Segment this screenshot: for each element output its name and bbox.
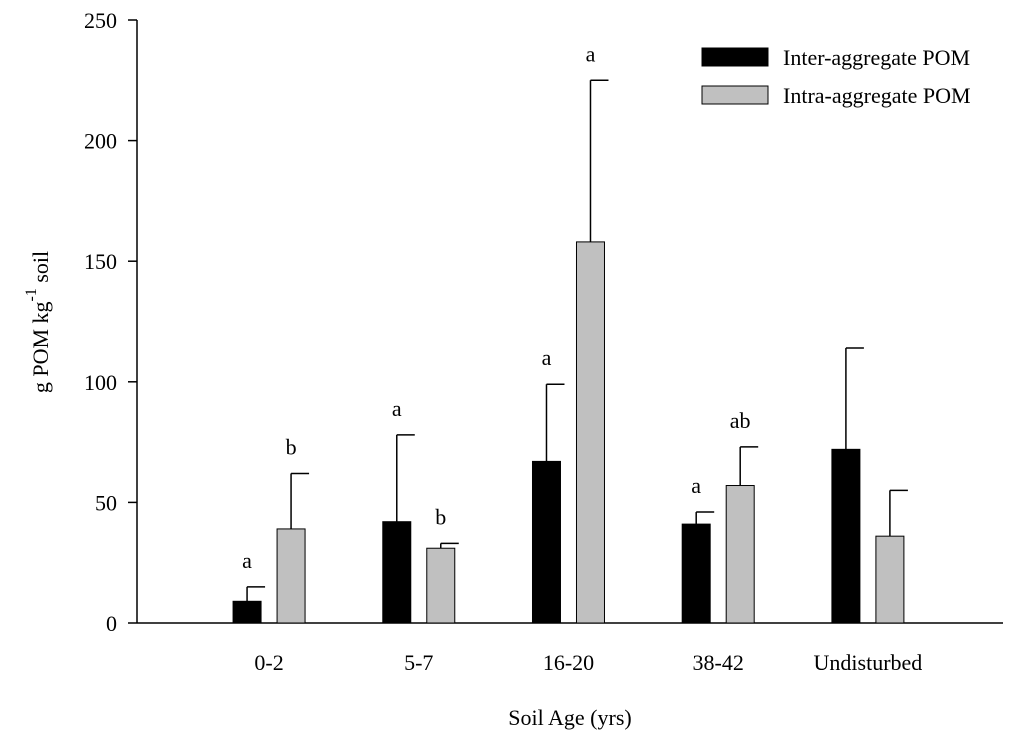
y-ticks: 0 50 100 150 200 250 <box>84 8 137 636</box>
legend-label-intra: Intra-aggregate POM <box>783 83 971 108</box>
y-tick-label: 0 <box>106 611 117 636</box>
bar-inter <box>382 521 412 624</box>
significance-letter: b <box>435 504 446 529</box>
y-axis-title-tail: soil <box>28 251 53 288</box>
bar-intra <box>276 528 306 624</box>
x-tick-label: Undisturbed <box>814 650 923 675</box>
x-tick-label: 38-42 <box>693 650 744 675</box>
y-axis-title: g POM kg-1 soil <box>23 251 53 393</box>
bar-intra <box>426 547 456 624</box>
significance-letter: a <box>392 396 402 421</box>
y-tick-label: 100 <box>84 370 117 395</box>
significance-letter: b <box>286 434 297 459</box>
x-tick-label: 5-7 <box>404 650 433 675</box>
x-ticks: 0-2 5-7 16-20 38-42 Undisturbed <box>254 650 922 675</box>
y-tick-label: 50 <box>95 490 117 515</box>
bar-inter <box>831 448 861 624</box>
significance-letter: a <box>242 548 252 573</box>
y-tick-label: 200 <box>84 129 117 154</box>
y-tick-label: 150 <box>84 249 117 274</box>
bar-intra <box>875 535 905 624</box>
bar-inter <box>681 523 711 624</box>
x-tick-label: 0-2 <box>254 650 283 675</box>
legend-swatch-inter <box>701 47 769 67</box>
bar-intra <box>725 485 755 624</box>
bar-inter <box>232 600 262 624</box>
significance-letter: ab <box>730 408 751 433</box>
significance-letter: a <box>691 473 701 498</box>
significance-letter: a <box>542 345 552 370</box>
bars <box>232 241 905 624</box>
bar-inter <box>531 460 561 624</box>
bar-intra <box>575 241 605 624</box>
y-tick-label: 250 <box>84 8 117 33</box>
y-axis-title-sup: -1 <box>23 288 40 301</box>
legend-label-inter: Inter-aggregate POM <box>783 45 970 70</box>
legend-swatch-intra <box>701 85 769 105</box>
legend: Inter-aggregate POM Intra-aggregate POM <box>701 45 971 108</box>
y-axis-title-main: g POM kg <box>28 301 53 393</box>
significance-letter: a <box>586 41 596 66</box>
error-bars <box>246 79 908 602</box>
x-axis-title: Soil Age (yrs) <box>508 705 631 730</box>
x-tick-label: 16-20 <box>543 650 594 675</box>
axes <box>136 20 1003 624</box>
